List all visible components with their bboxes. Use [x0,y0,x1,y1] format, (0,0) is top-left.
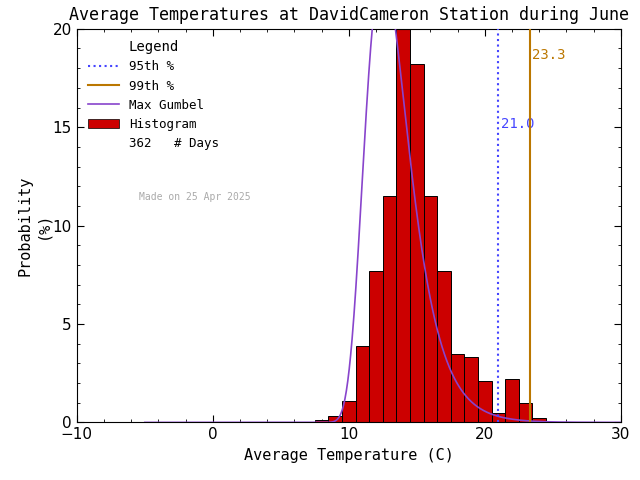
Bar [356,346,369,422]
Text: 21.0: 21.0 [501,117,534,132]
Legend: 95th %, 99th %, Max Gumbel, Histogram, 362   # Days: 95th %, 99th %, Max Gumbel, Histogram, 3… [83,35,224,156]
Bar [465,358,478,422]
X-axis label: Average Temperature (C): Average Temperature (C) [244,448,454,463]
Bar [451,353,465,422]
Bar [424,196,437,422]
Bar [437,271,451,422]
Bar [492,413,505,422]
Bar [369,271,383,422]
Bar [519,403,532,422]
Bar [410,64,424,422]
Bar [315,420,328,422]
Title: Average Temperatures at DavidCameron Station during June: Average Temperatures at DavidCameron Sta… [69,6,628,24]
Y-axis label: Probability
(%): Probability (%) [17,175,50,276]
Text: Made on 25 Apr 2025: Made on 25 Apr 2025 [140,192,251,202]
Bar [505,379,519,422]
Text: 23.3: 23.3 [532,48,566,62]
Bar [532,419,546,422]
Bar [396,25,410,422]
Bar [478,381,492,422]
Bar [328,417,342,422]
Bar [383,196,396,422]
Bar [342,401,356,422]
